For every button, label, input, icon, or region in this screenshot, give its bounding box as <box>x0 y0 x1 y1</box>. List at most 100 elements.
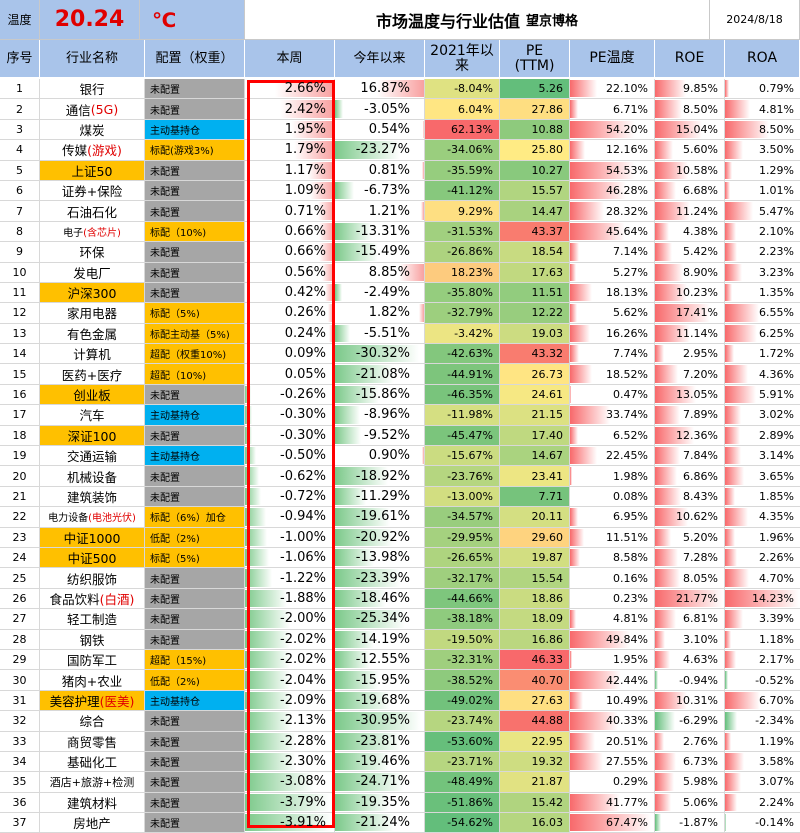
roa-value: 2.23% <box>759 245 794 258</box>
pe-ttm: 43.32 <box>500 344 570 363</box>
roa-value: 0.79% <box>759 82 794 95</box>
industry-name-text: 传媒 <box>62 140 87 159</box>
roe: 6.73% <box>655 752 725 771</box>
week-return-value: -2.02% <box>280 632 326 647</box>
pe-temperature: 5.62% <box>570 303 655 322</box>
week-return: 0.71% <box>245 201 335 220</box>
allocation-cell: 未配置 <box>145 385 245 404</box>
ytd-return-value: -23.27% <box>356 142 410 157</box>
roe-value: -0.94% <box>679 674 718 687</box>
industry-name: 医药+医疗 <box>40 364 145 383</box>
since-2021-return-value: -46.35% <box>447 388 493 401</box>
roe: 4.63% <box>655 650 725 669</box>
industry-name: 美容护理(医美) <box>40 691 145 710</box>
industry-name: 创业板 <box>40 385 145 404</box>
ytd-return: 1.82% <box>335 303 425 322</box>
ytd-return-value: -19.68% <box>356 693 410 708</box>
industry-name: 建筑装饰 <box>40 487 145 506</box>
row-index: 2 <box>0 99 40 118</box>
pe-temperature-bar <box>570 467 572 484</box>
pe-temperature-value: 0.29% <box>613 775 648 788</box>
roa-bar <box>725 753 744 770</box>
pe-temperature-bar <box>570 733 595 750</box>
industry-name-text: 环保 <box>79 242 104 261</box>
week-return-value: -1.00% <box>280 530 326 545</box>
since-2021-return-value: 9.29% <box>458 205 493 218</box>
roe-value: 15.04% <box>676 123 718 136</box>
allocation-cell: 未配置 <box>145 793 245 812</box>
ytd-return: 0.54% <box>335 120 425 139</box>
roe-bar <box>655 631 665 648</box>
industry-name-text: 商贸零售 <box>67 732 117 751</box>
pe-ttm: 16.86 <box>500 630 570 649</box>
pe-temperature: 1.95% <box>570 650 655 669</box>
week-return: -2.04% <box>245 670 335 689</box>
allocation-cell: 标配主动基（5%) <box>145 324 245 343</box>
industry-name-text: 石油石化 <box>67 202 117 221</box>
since-2021-return: -32.31% <box>425 650 500 669</box>
industry-name: 基础化工 <box>40 752 145 771</box>
ytd-return: -3.05% <box>335 99 425 118</box>
industry-name: 国防军工 <box>40 650 145 669</box>
week-return-value: -3.79% <box>280 795 326 810</box>
roe-bar <box>655 264 683 281</box>
since-2021-return: 6.04% <box>425 99 500 118</box>
since-2021-return: -35.59% <box>425 161 500 180</box>
pe-temperature: 46.28% <box>570 181 655 200</box>
ytd-return-bar <box>423 121 425 138</box>
since-2021-return: 62.13% <box>425 120 500 139</box>
col-header-name: 行业名称 <box>40 40 145 77</box>
roe-bar <box>655 651 670 668</box>
since-2021-return: -11.98% <box>425 405 500 424</box>
industry-name-text: 煤炭 <box>79 120 104 139</box>
ytd-return-value: -23.81% <box>356 734 410 749</box>
industry-name-text: 中证1000 <box>64 528 121 547</box>
ytd-return-value: 1.82% <box>369 305 410 320</box>
roa-bar <box>725 345 734 362</box>
pe-ttm: 25.80 <box>500 140 570 159</box>
pe-temperature-value: 0.16% <box>613 572 648 585</box>
roa-value: 3.50% <box>759 143 794 156</box>
week-return-bar <box>245 508 266 525</box>
roe-bar <box>655 467 677 484</box>
ytd-return-value: -15.86% <box>356 387 410 402</box>
industry-name: 计算机 <box>40 344 145 363</box>
row-index: 27 <box>0 609 40 628</box>
pe-ttm-value: 46.33 <box>532 653 564 666</box>
pe-ttm-value: 12.22 <box>532 306 564 319</box>
roa-bar <box>725 488 735 505</box>
week-return: -0.30% <box>245 426 335 445</box>
roe-value: 10.62% <box>676 510 718 523</box>
pe-ttm: 11.51 <box>500 283 570 302</box>
ytd-return: -18.46% <box>335 589 425 608</box>
roe: -6.29% <box>655 711 725 730</box>
ytd-return-bar <box>335 182 354 199</box>
roe-value: 7.28% <box>683 551 718 564</box>
roa-bar <box>725 631 731 648</box>
since-2021-return: -23.76% <box>425 466 500 485</box>
roe-bar <box>655 488 681 505</box>
ytd-return: 0.90% <box>335 446 425 465</box>
pe-ttm-value: 43.37 <box>532 225 564 238</box>
week-return-value: 1.17% <box>285 163 326 178</box>
allocation-cell: 未配置 <box>145 630 245 649</box>
ytd-return-value: -14.19% <box>356 632 410 647</box>
since-2021-return-value: -34.06% <box>447 143 493 156</box>
industry-name-text: 建筑装饰 <box>67 487 117 506</box>
since-2021-return: -32.17% <box>425 568 500 587</box>
ytd-return-value: -19.35% <box>356 795 410 810</box>
pe-temperature: 8.58% <box>570 548 655 567</box>
pe-temperature: 5.27% <box>570 263 655 282</box>
pe-temperature-value: 46.28% <box>606 184 648 197</box>
pe-temperature-value: 8.58% <box>613 551 648 564</box>
pe-temperature: 6.95% <box>570 507 655 526</box>
row-index: 25 <box>0 568 40 587</box>
since-2021-return: -45.47% <box>425 426 500 445</box>
